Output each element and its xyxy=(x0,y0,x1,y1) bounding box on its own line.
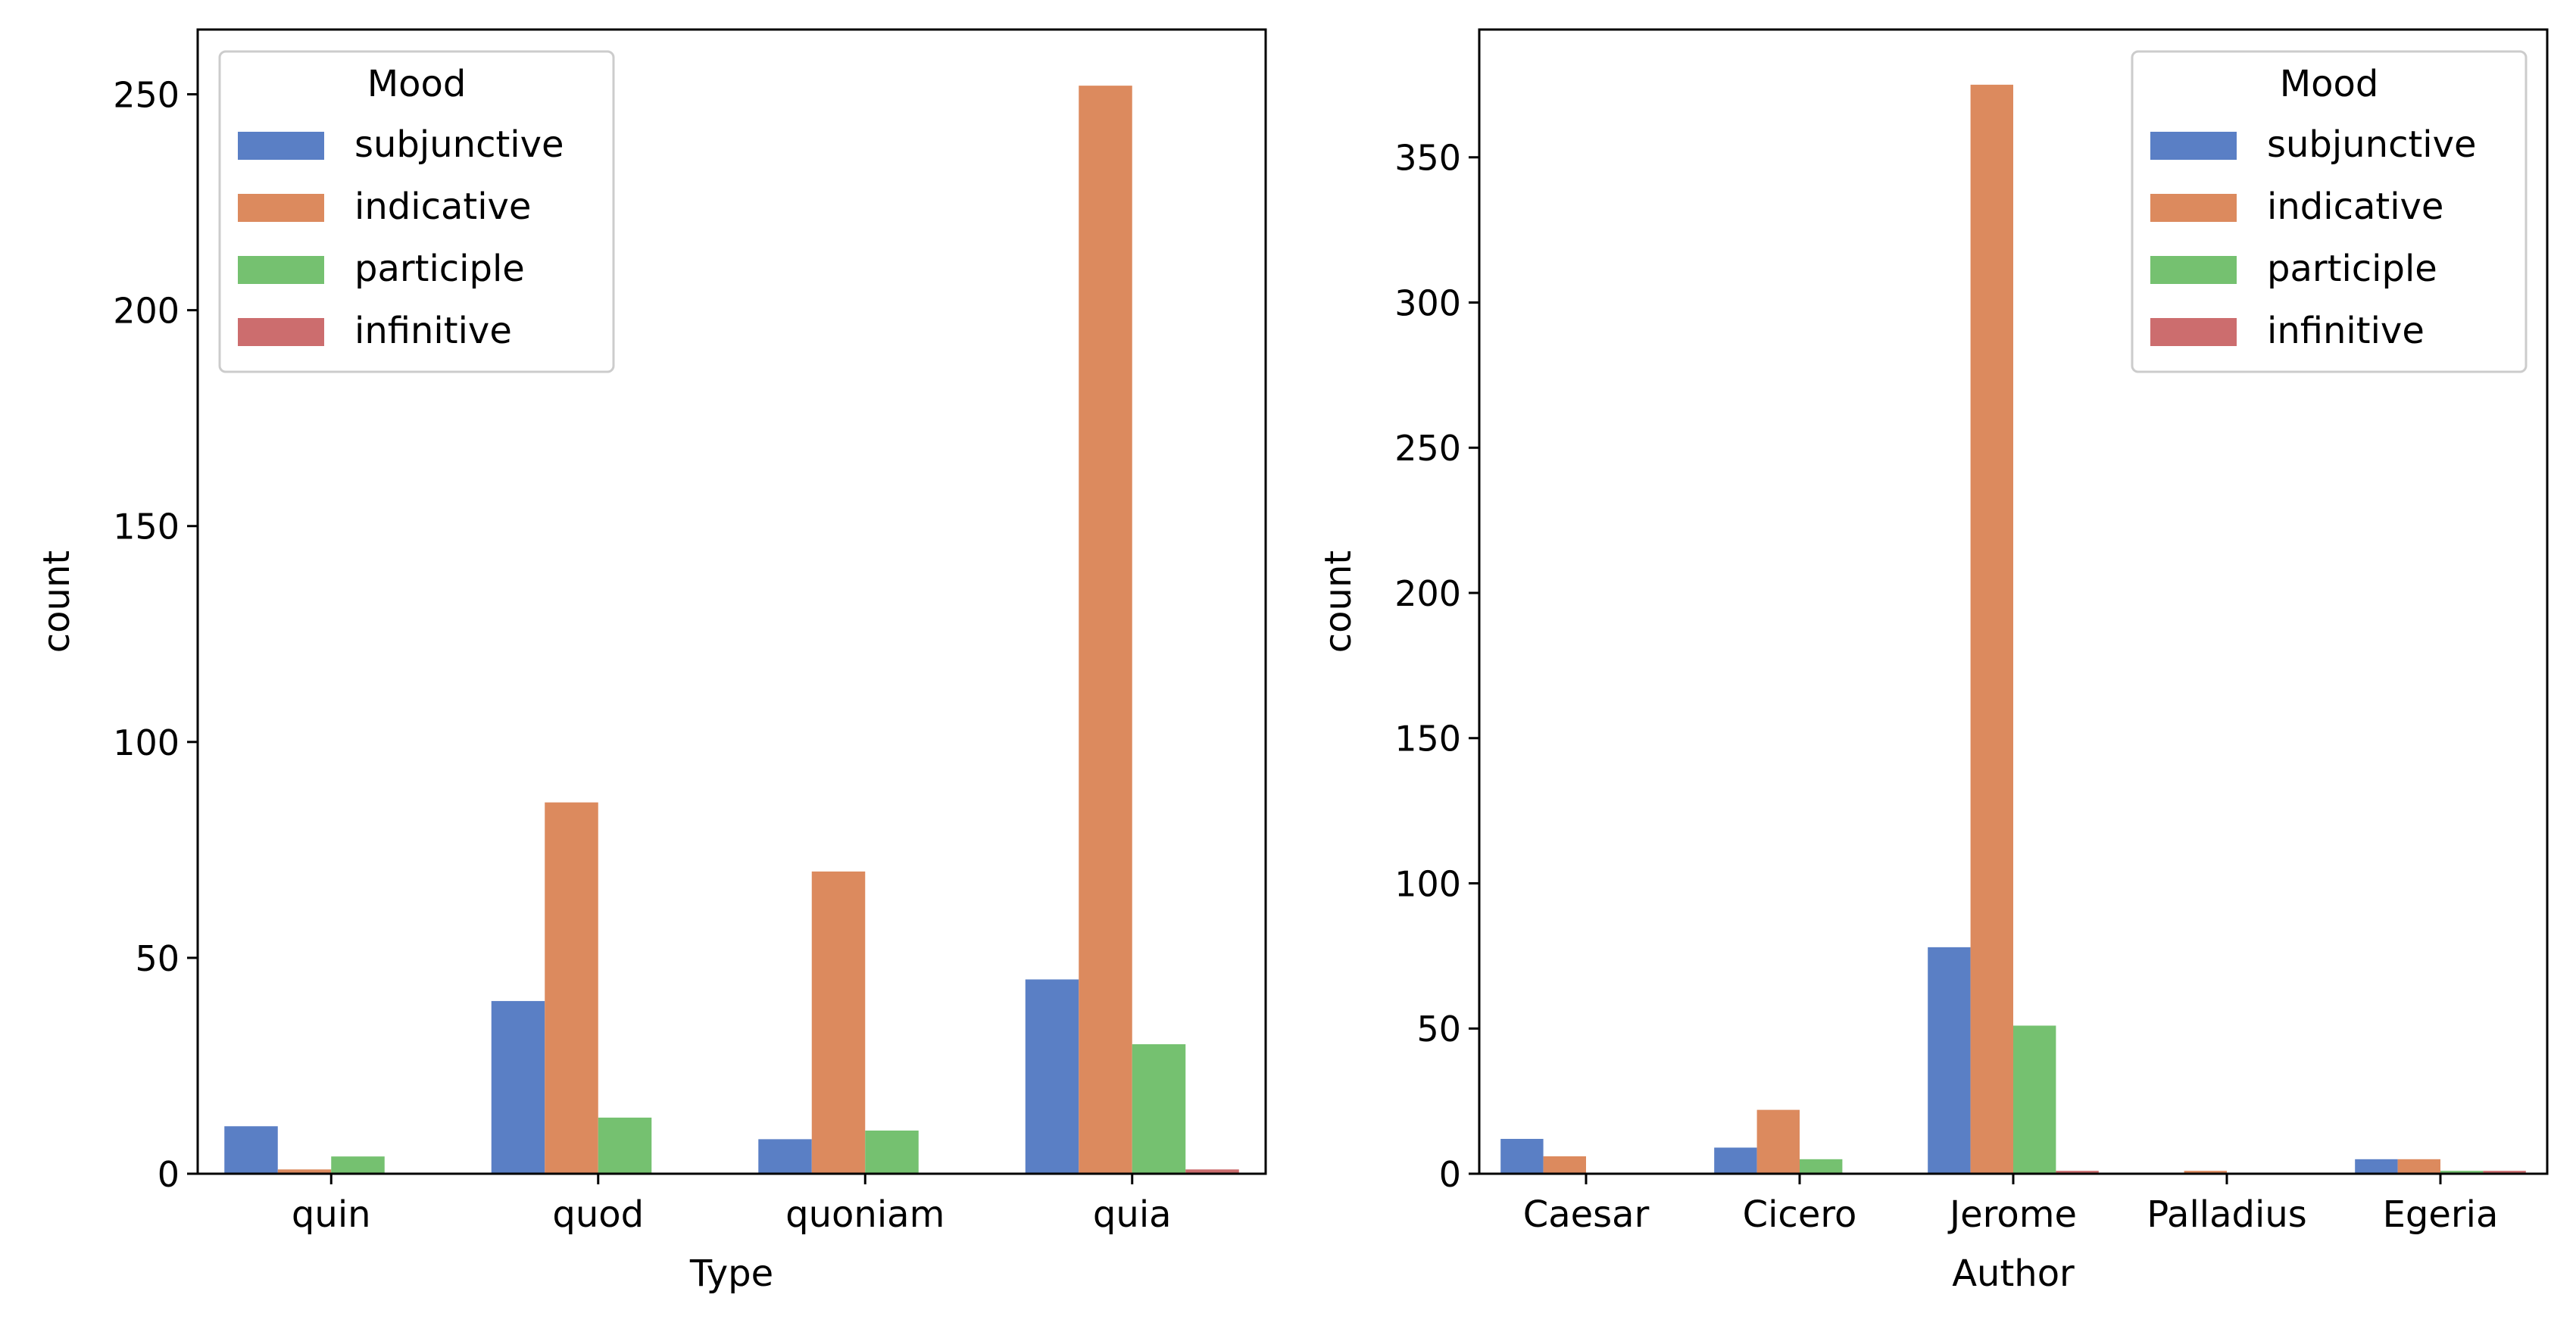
y-tick-label: 50 xyxy=(135,938,180,979)
chart-type-counts: 0 50 100 150 200 250 quin quod quoniam quia Type… xyxy=(36,28,1267,1295)
bar-infinitive-quia xyxy=(1185,1169,1239,1174)
legend-label-indicative: indicative xyxy=(2267,186,2443,228)
x-tick-label: quia xyxy=(1093,1193,1172,1236)
x-axis-label: Author xyxy=(1952,1252,2075,1295)
bar-subjunctive-cicero xyxy=(1714,1147,1757,1174)
bars xyxy=(224,86,1239,1174)
bar-participle-jerome xyxy=(2013,1025,2056,1174)
legend-entries: subjunctive indicative participle infinitiv… xyxy=(2150,123,2477,352)
legend-swatch-indicative xyxy=(238,194,324,222)
legend-label-indicative: indicative xyxy=(354,186,531,228)
bar-infinitive-egeria xyxy=(2483,1171,2526,1174)
y-axis-label: count xyxy=(36,551,78,653)
legend-box xyxy=(2131,50,2528,373)
bars xyxy=(1500,84,2526,1174)
bar-participle-cicero xyxy=(1800,1159,1843,1174)
legend-label-infinitive: infinitive xyxy=(354,310,512,352)
bar-indicative-cicero xyxy=(1756,1109,1800,1174)
legend-swatch-subjunctive xyxy=(238,132,324,160)
bar-subjunctive-quod xyxy=(491,1000,545,1174)
legend-box xyxy=(218,50,615,373)
x-ticks: Caesar Cicero Jerome Palladius Egeria xyxy=(1523,1174,2499,1236)
bar-subjunctive-quin xyxy=(224,1126,278,1174)
bar-infinitive-jerome xyxy=(2056,1171,2099,1174)
y-axis-label: count xyxy=(1317,551,1360,653)
y-tick-label: 300 xyxy=(1394,282,1461,323)
chart-author-counts: 0 50 100 150 200 250 300 350 Caesar Cicero Jerome… xyxy=(1317,28,2549,1295)
legend-title: Mood xyxy=(2280,63,2379,105)
legend-swatch-participle xyxy=(238,256,324,284)
y-tick-label: 150 xyxy=(113,507,180,547)
x-tick-label: Caesar xyxy=(1523,1193,1650,1236)
bar-participle-egeria xyxy=(2440,1171,2484,1174)
legend-label-participle: participle xyxy=(2267,248,2437,290)
bar-subjunctive-jerome xyxy=(1928,947,1971,1174)
y-tick-label: 100 xyxy=(113,722,180,763)
bar-indicative-jerome xyxy=(1970,84,2013,1174)
y-tick-label: 0 xyxy=(1439,1154,1461,1195)
x-tick-label: Egeria xyxy=(2383,1193,2499,1236)
legend: Mood subjunctive indicative participle infi… xyxy=(2131,50,2528,373)
x-tick-label: quoniam xyxy=(785,1193,945,1236)
legend-swatch-indicative xyxy=(2150,194,2237,222)
y-tick-label: 50 xyxy=(1416,1009,1461,1050)
bar-subjunctive-egeria xyxy=(2355,1159,2398,1174)
legend-label-participle: participle xyxy=(354,248,525,290)
x-tick-label: quin xyxy=(292,1193,371,1236)
bar-indicative-quia xyxy=(1079,86,1132,1174)
y-ticks: 0 50 100 150 200 250 300 350 xyxy=(1394,138,1479,1195)
bar-participle-quin xyxy=(331,1156,385,1174)
legend-swatch-infinitive xyxy=(238,318,324,346)
bar-indicative-egeria xyxy=(2397,1159,2440,1174)
bar-indicative-quod xyxy=(545,802,598,1174)
legend-label-subjunctive: subjunctive xyxy=(354,123,564,166)
x-tick-label: Jerome xyxy=(1947,1193,2077,1236)
legend-label-infinitive: infinitive xyxy=(2267,310,2425,352)
bar-participle-quia xyxy=(1132,1043,1186,1174)
bar-participle-quoniam xyxy=(865,1130,919,1174)
y-tick-label: 150 xyxy=(1394,719,1461,760)
x-ticks: quin quod quoniam quia xyxy=(292,1174,1172,1236)
y-tick-label: 250 xyxy=(1394,428,1461,469)
legend-swatch-participle xyxy=(2150,256,2237,284)
legend-entries: subjunctive indicative participle infinitiv… xyxy=(238,123,564,352)
axes-frame xyxy=(196,28,1267,1175)
x-tick-label: Cicero xyxy=(1743,1193,1857,1236)
bar-subjunctive-quoniam xyxy=(758,1139,812,1174)
y-tick-label: 100 xyxy=(1394,863,1461,904)
legend-label-subjunctive: subjunctive xyxy=(2267,123,2477,166)
bar-subjunctive-quia xyxy=(1025,979,1079,1174)
bar-indicative-caesar xyxy=(1543,1156,1586,1174)
bar-indicative-quoniam xyxy=(811,871,866,1174)
bar-indicative-quin xyxy=(277,1169,332,1174)
x-tick-label: quod xyxy=(552,1193,644,1236)
legend-swatch-subjunctive xyxy=(2150,132,2237,160)
x-axis-label: Type xyxy=(689,1252,773,1295)
y-ticks: 0 50 100 150 200 250 xyxy=(113,75,198,1195)
y-tick-label: 200 xyxy=(1394,573,1461,614)
bar-participle-quod xyxy=(598,1117,652,1174)
y-tick-label: 0 xyxy=(158,1154,180,1195)
y-tick-label: 200 xyxy=(113,291,180,332)
y-tick-label: 350 xyxy=(1394,138,1461,179)
x-tick-label: Palladius xyxy=(2147,1193,2307,1236)
legend-title: Mood xyxy=(367,63,467,105)
legend: Mood subjunctive indicative participle infi… xyxy=(218,50,615,373)
legend-swatch-infinitive xyxy=(2150,318,2237,346)
bar-indicative-palladius xyxy=(2184,1171,2227,1174)
bar-subjunctive-caesar xyxy=(1500,1138,1544,1174)
y-tick-label: 250 xyxy=(113,75,180,116)
